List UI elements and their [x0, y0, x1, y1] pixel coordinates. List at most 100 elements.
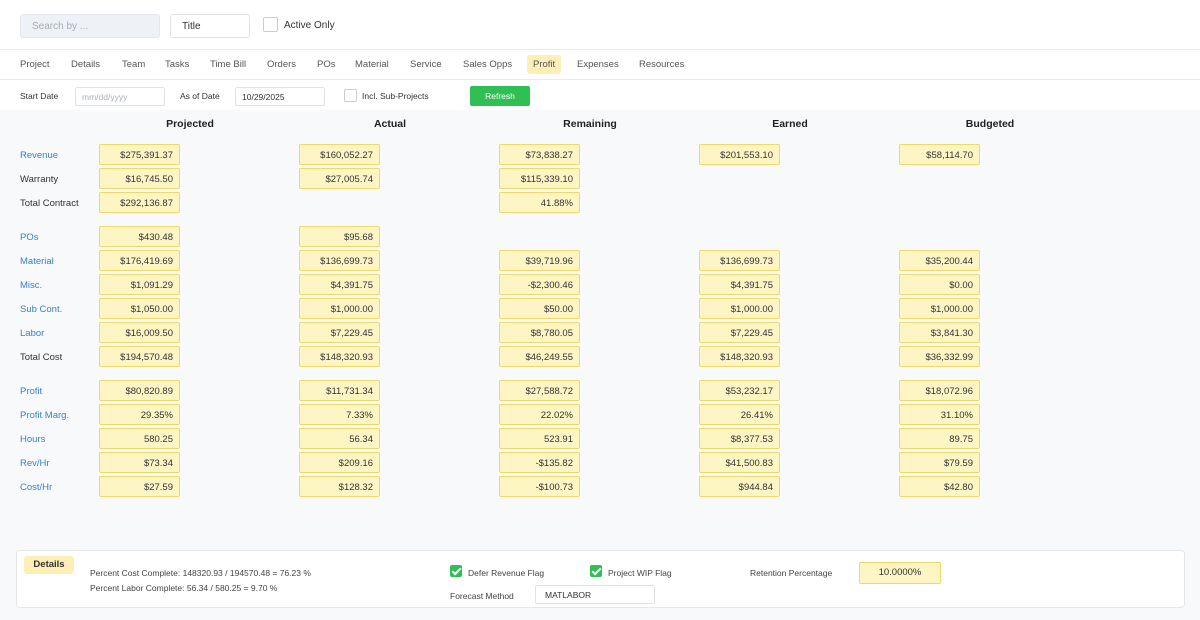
grid-cell[interactable]: 56.34 [299, 428, 380, 449]
grid-cell[interactable]: $58,114.70 [899, 144, 980, 165]
row-label-hours[interactable]: Hours [20, 434, 46, 445]
grid-cell[interactable]: 7.33% [299, 404, 380, 425]
grid-cell[interactable]: $7,229.45 [299, 322, 380, 343]
grid-cell[interactable]: $27,588.72 [499, 380, 580, 401]
grid-cell[interactable]: $292,136.87 [99, 192, 180, 213]
grid-cell[interactable]: 41.88% [499, 192, 580, 213]
details-tag[interactable]: Details [24, 556, 74, 574]
grid-cell[interactable]: -$135.82 [499, 452, 580, 473]
tab-expenses[interactable]: Expenses [577, 59, 619, 70]
grid-cell[interactable]: $1,000.00 [699, 298, 780, 319]
as-of-date-input[interactable]: 10/29/2025 [235, 87, 325, 106]
search-input[interactable]: Search by ... [20, 14, 160, 38]
grid-cell[interactable]: $1,050.00 [99, 298, 180, 319]
retention-percentage-input[interactable]: 10.0000% [859, 562, 941, 584]
grid-cell[interactable]: $4,391.75 [699, 274, 780, 295]
row-label-revenue[interactable]: Revenue [20, 150, 59, 161]
row-label-pos[interactable]: POs [20, 232, 39, 243]
as-of-date-label: As of Date [180, 91, 220, 101]
grid-cell[interactable]: $0.00 [899, 274, 980, 295]
grid-cell[interactable]: $944.84 [699, 476, 780, 497]
grid-cell[interactable]: $1,000.00 [899, 298, 980, 319]
tab-team[interactable]: Team [122, 59, 146, 70]
grid-cell[interactable]: -$100.73 [499, 476, 580, 497]
tab-resources[interactable]: Resources [639, 59, 685, 70]
title-select[interactable]: Title [170, 14, 250, 38]
grid-cell[interactable]: 29.35% [99, 404, 180, 425]
row-label-warranty: Warranty [20, 174, 59, 185]
incl-sub-projects-checkbox[interactable] [344, 89, 357, 102]
refresh-button[interactable]: Refresh [470, 86, 530, 106]
grid-cell[interactable]: 22.02% [499, 404, 580, 425]
grid-cell[interactable]: $136,699.73 [299, 250, 380, 271]
project-wip-checkbox[interactable] [590, 565, 602, 577]
grid-cell[interactable]: $430.48 [99, 226, 180, 247]
grid-cell[interactable]: $1,091.29 [99, 274, 180, 295]
grid-cell[interactable]: $53,232.17 [699, 380, 780, 401]
grid-cell[interactable]: $275,391.37 [99, 144, 180, 165]
grid-cell[interactable]: $115,339.10 [499, 168, 580, 189]
row-label-profit[interactable]: Profit [20, 386, 43, 397]
grid-cell[interactable]: $39,719.96 [499, 250, 580, 271]
grid-cell[interactable]: $4,391.75 [299, 274, 380, 295]
grid-cell[interactable]: $8,377.53 [699, 428, 780, 449]
grid-cell[interactable]: $27.59 [99, 476, 180, 497]
start-date-input[interactable]: mm/dd/yyyy [75, 87, 165, 106]
tab-details[interactable]: Details [71, 59, 101, 70]
grid-cell[interactable]: $128.32 [299, 476, 380, 497]
grid-cell[interactable]: $73.34 [99, 452, 180, 473]
tab-tasks[interactable]: Tasks [165, 59, 190, 70]
grid-cell[interactable]: $209.16 [299, 452, 380, 473]
active-only-checkbox[interactable] [263, 17, 278, 32]
tab-time-bill[interactable]: Time Bill [210, 59, 247, 70]
grid-cell[interactable]: $42.80 [899, 476, 980, 497]
grid-cell[interactable]: $148,320.93 [699, 346, 780, 367]
grid-cell[interactable]: 580.25 [99, 428, 180, 449]
tab-profit[interactable]: Profit [527, 55, 562, 74]
grid-cell[interactable]: $46,249.55 [499, 346, 580, 367]
grid-cell[interactable]: $7,229.45 [699, 322, 780, 343]
grid-cell[interactable]: $27,005.74 [299, 168, 380, 189]
row-label-misc[interactable]: Misc. [20, 280, 43, 291]
row-label-profit-marg[interactable]: Profit Marg. [20, 410, 70, 421]
grid-cell[interactable]: $176,419.69 [99, 250, 180, 271]
grid-cell[interactable]: $8,780.05 [499, 322, 580, 343]
grid-cell[interactable]: 31.10% [899, 404, 980, 425]
tab-service[interactable]: Service [410, 59, 442, 70]
grid-cell[interactable]: $194,570.48 [99, 346, 180, 367]
grid-cell[interactable]: $50.00 [499, 298, 580, 319]
grid-cell[interactable]: $80,820.89 [99, 380, 180, 401]
grid-cell[interactable]: $11,731.34 [299, 380, 380, 401]
tab-sales-opps[interactable]: Sales Opps [463, 59, 513, 70]
grid-cell[interactable]: $136,699.73 [699, 250, 780, 271]
row-label-material[interactable]: Material [20, 256, 54, 267]
forecast-method-input[interactable]: MATLABOR [535, 585, 655, 604]
grid-cell[interactable]: $35,200.44 [899, 250, 980, 271]
grid-cell[interactable]: 89.75 [899, 428, 980, 449]
grid-cell[interactable]: $1,000.00 [299, 298, 380, 319]
tab-pos[interactable]: POs [317, 59, 336, 70]
row-label-cost-hr[interactable]: Cost/Hr [20, 482, 53, 493]
grid-cell[interactable]: $79.59 [899, 452, 980, 473]
grid-cell[interactable]: $160,052.27 [299, 144, 380, 165]
grid-cell[interactable]: $73,838.27 [499, 144, 580, 165]
grid-cell[interactable]: -$2,300.46 [499, 274, 580, 295]
grid-cell[interactable]: $148,320.93 [299, 346, 380, 367]
grid-cell[interactable]: $41,500.83 [699, 452, 780, 473]
grid-cell[interactable]: $201,553.10 [699, 144, 780, 165]
grid-cell[interactable]: 523.91 [499, 428, 580, 449]
tab-orders[interactable]: Orders [267, 59, 297, 70]
row-label-rev-hr[interactable]: Rev/Hr [20, 458, 50, 469]
grid-cell[interactable]: $18,072.96 [899, 380, 980, 401]
grid-cell[interactable]: $16,745.50 [99, 168, 180, 189]
grid-cell[interactable]: $36,332.99 [899, 346, 980, 367]
grid-cell[interactable]: 26.41% [699, 404, 780, 425]
grid-cell[interactable]: $95.68 [299, 226, 380, 247]
grid-cell[interactable]: $3,841.30 [899, 322, 980, 343]
tab-material[interactable]: Material [355, 59, 389, 70]
tab-project[interactable]: Project [20, 59, 50, 70]
row-label-sub-cont[interactable]: Sub Cont. [20, 304, 63, 315]
defer-revenue-checkbox[interactable] [450, 565, 462, 577]
grid-cell[interactable]: $16,009.50 [99, 322, 180, 343]
row-label-labor[interactable]: Labor [20, 328, 45, 339]
